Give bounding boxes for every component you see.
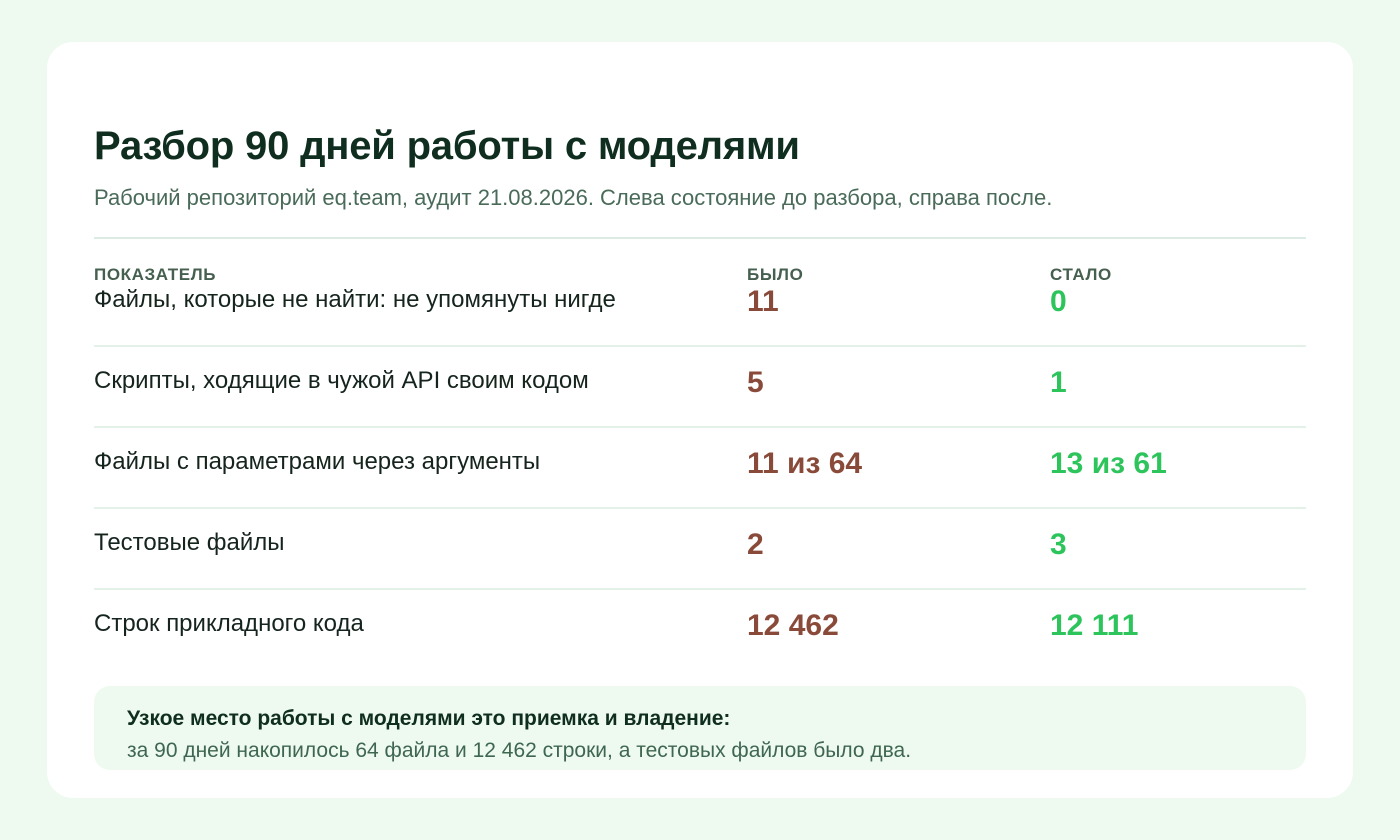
table-row: Скрипты, ходящие в чужой API своим кодом… xyxy=(94,347,1306,428)
table-row: Файлы с параметрами через аргументы 11 и… xyxy=(94,428,1306,509)
row-divider xyxy=(94,345,1306,347)
table-row: Файлы, которые не найти: не упомянуты ни… xyxy=(94,266,1306,347)
header-divider xyxy=(94,237,1306,239)
table-row: Строк прикладного кода 12 462 12 111 xyxy=(94,590,1306,670)
after-value: 13 из 61 xyxy=(1050,447,1167,480)
before-value: 11 из 64 xyxy=(747,447,863,480)
table-row: Тестовые файлы 2 3 xyxy=(94,509,1306,590)
audit-card: Разбор 90 дней работы с моделями Рабочий… xyxy=(47,42,1353,798)
column-header-after: СТАЛО xyxy=(1050,265,1112,284)
column-header-metric: ПОКАЗАТЕЛЬ xyxy=(94,265,217,284)
before-value: 11 xyxy=(747,285,779,318)
row-divider xyxy=(94,507,1306,509)
summary-note-title: Узкое место работы с моделями это приемк… xyxy=(127,707,731,730)
after-value: 0 xyxy=(1050,285,1067,318)
row-divider xyxy=(94,588,1306,590)
metric-label: Файлы, которые не найти: не упомянуты ни… xyxy=(94,286,616,313)
row-divider xyxy=(94,426,1306,428)
before-value: 12 462 xyxy=(747,609,839,642)
summary-note-text: за 90 дней накопилось 64 файла и 12 462 … xyxy=(127,739,912,762)
before-value: 2 xyxy=(747,528,764,561)
after-value: 1 xyxy=(1050,366,1067,399)
metric-label: Файлы с параметрами через аргументы xyxy=(94,448,541,475)
metric-label: Скрипты, ходящие в чужой API своим кодом xyxy=(94,367,589,394)
summary-note: Узкое место работы с моделями это приемк… xyxy=(94,686,1306,770)
metric-label: Тестовые файлы xyxy=(94,529,285,556)
page-subtitle: Рабочий репозиторий eq.team, аудит 21.08… xyxy=(94,185,1053,210)
after-value: 12 111 xyxy=(1050,609,1139,642)
before-value: 5 xyxy=(747,366,764,399)
after-value: 3 xyxy=(1050,528,1067,561)
page-title: Разбор 90 дней работы с моделями xyxy=(94,124,800,168)
metric-label: Строк прикладного кода xyxy=(94,610,364,637)
column-header-before: БЫЛО xyxy=(747,265,804,284)
